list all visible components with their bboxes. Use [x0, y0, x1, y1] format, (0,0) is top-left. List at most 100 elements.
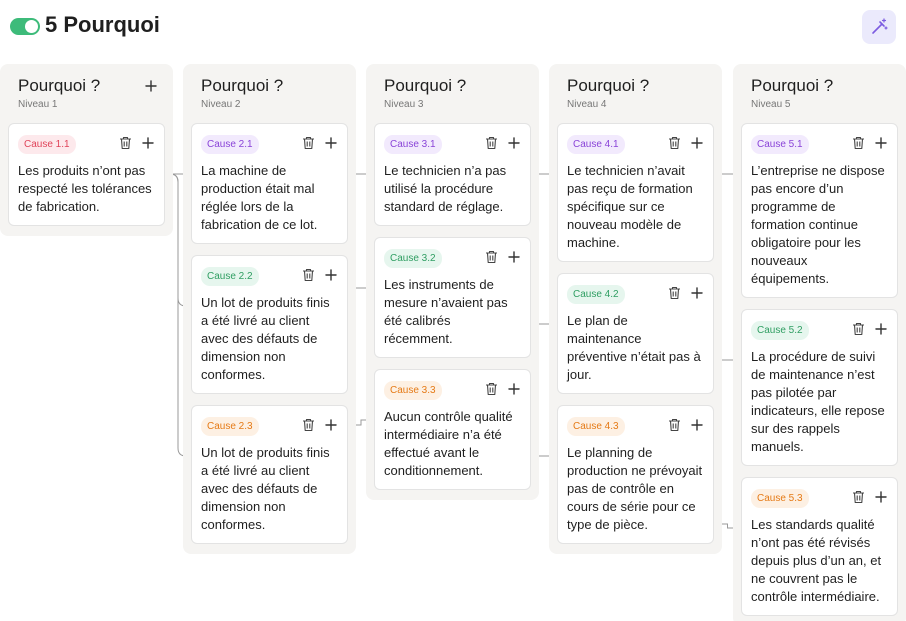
card-actions: [485, 382, 520, 401]
cause-text: L’entreprise ne dispose pas encore d’un …: [751, 163, 885, 286]
magic-button[interactable]: [862, 10, 896, 44]
card-actions: [852, 136, 887, 155]
plus-glyph: [875, 137, 887, 149]
add-cause[interactable]: [145, 79, 157, 97]
card-actions: [302, 136, 337, 155]
add-button[interactable]: [325, 136, 337, 155]
cause-card: Cause 3.3 Aucun contrôle qualité interméd…: [374, 369, 531, 490]
plus-glyph: [325, 269, 337, 281]
add-button[interactable]: [508, 136, 520, 155]
delete-button[interactable]: [485, 382, 498, 401]
card-actions: [852, 322, 887, 341]
add-button[interactable]: [325, 418, 337, 437]
plus-glyph: [145, 80, 157, 92]
column-title: Pourquoi ?: [567, 76, 650, 95]
delete-button[interactable]: [302, 136, 315, 155]
cause-text: Le technicien n’avait pas reçu de format…: [567, 163, 693, 250]
page-title: 5 Pourquoi: [45, 12, 160, 37]
card-actions: [668, 136, 703, 155]
plus-glyph: [691, 287, 703, 299]
delete-button[interactable]: [302, 268, 315, 287]
column: Pourquoi ? Niveau 4 Cause 4.1 Le technicien…: [549, 64, 722, 554]
card-actions: [852, 490, 887, 509]
add-button[interactable]: [508, 250, 520, 269]
plus-glyph: [508, 383, 520, 395]
toggle[interactable]: [10, 18, 40, 35]
cause-card: Cause 5.2 La procédure de suivi de mainte…: [741, 309, 898, 466]
cause-text: La procédure de suivi de maintenance n’e…: [751, 349, 885, 454]
cause-text: Les instruments de mesure n’avaient pas …: [384, 277, 508, 346]
add-button[interactable]: [875, 322, 887, 341]
plus-glyph: [691, 419, 703, 431]
add-button[interactable]: [691, 136, 703, 155]
connector: [165, 173, 191, 457]
delete-button[interactable]: [852, 490, 865, 509]
cause-card: Cause 4.3 Le planning de production ne pr…: [557, 405, 714, 544]
delete-button[interactable]: [852, 136, 865, 155]
cause-card: Cause 2.2 Un lot de produits finis a été …: [191, 255, 348, 394]
delete-button[interactable]: [302, 418, 315, 437]
column-level: Niveau 2: [201, 99, 241, 110]
plus-glyph: [325, 419, 337, 431]
add-button[interactable]: [691, 286, 703, 305]
cause-tag: Cause 2.3: [201, 417, 259, 436]
trash-glyph: [853, 490, 864, 504]
cause-tag: Cause 5.1: [751, 135, 809, 154]
delete-button[interactable]: [668, 286, 681, 305]
delete-button[interactable]: [485, 136, 498, 155]
cause-tag: Cause 4.1: [567, 135, 625, 154]
column-level: Niveau 4: [567, 99, 607, 110]
card-actions: [485, 136, 520, 155]
column-title: Pourquoi ?: [201, 76, 284, 95]
plus-glyph: [875, 323, 887, 335]
trash-glyph: [669, 418, 680, 432]
cause-card: Cause 3.1 Le technicien n’a pas utilisé l…: [374, 123, 531, 226]
cause-tag: Cause 4.3: [567, 417, 625, 436]
add-button[interactable]: [875, 490, 887, 509]
trash-glyph: [669, 286, 680, 300]
cause-text: La machine de production était mal réglé…: [201, 163, 318, 232]
card-actions: [302, 268, 337, 287]
card-actions: [485, 250, 520, 269]
trash-glyph: [303, 136, 314, 150]
column-header: Pourquoi ? Niveau 5: [741, 64, 898, 123]
cause-card: Cause 4.1 Le technicien n’avait pas reçu …: [557, 123, 714, 262]
add-button[interactable]: [691, 418, 703, 437]
column-header: Pourquoi ? Niveau 1: [8, 64, 165, 123]
column-title: Pourquoi ?: [751, 76, 834, 95]
cause-tag: Cause 3.3: [384, 381, 442, 400]
plus-glyph: [875, 491, 887, 503]
cause-tag: Cause 4.2: [567, 285, 625, 304]
cause-tag: Cause 2.1: [201, 135, 259, 154]
trash-glyph: [303, 418, 314, 432]
cause-card: Cause 1.1 Les produits n’ont pas respecté…: [8, 123, 165, 226]
card-actions: [302, 418, 337, 437]
add-button[interactable]: [875, 136, 887, 155]
delete-button[interactable]: [668, 136, 681, 155]
column: Pourquoi ? Niveau 3 Cause 3.1 Le technicien…: [366, 64, 539, 500]
column-title: Pourquoi ?: [18, 76, 101, 95]
plus-glyph: [142, 137, 154, 149]
cause-card: Cause 2.3 Un lot de produits finis a été …: [191, 405, 348, 544]
delete-button[interactable]: [119, 136, 132, 155]
plus-glyph: [325, 137, 337, 149]
column-level: Niveau 5: [751, 99, 791, 110]
add-button[interactable]: [325, 268, 337, 287]
delete-button[interactable]: [668, 418, 681, 437]
trash-glyph: [486, 250, 497, 264]
column-title: Pourquoi ?: [384, 76, 467, 95]
cause-text: Les standards qualité n’ont pas été révi…: [751, 517, 882, 604]
trash-glyph: [853, 322, 864, 336]
cause-text: Les produits n’ont pas respecté les tolé…: [18, 163, 152, 214]
cause-card: Cause 5.3 Les standards qualité n’ont pas…: [741, 477, 898, 616]
trash-glyph: [669, 136, 680, 150]
add-button[interactable]: [508, 382, 520, 401]
add-button[interactable]: [142, 136, 154, 155]
cause-tag: Cause 1.1: [18, 135, 76, 154]
cause-card: Cause 2.1 La machine de production était …: [191, 123, 348, 244]
delete-button[interactable]: [485, 250, 498, 269]
delete-button[interactable]: [852, 322, 865, 341]
trash-glyph: [120, 136, 131, 150]
card-actions: [119, 136, 154, 155]
